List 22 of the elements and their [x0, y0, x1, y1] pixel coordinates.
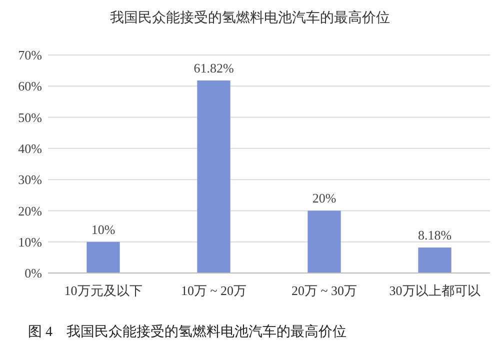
y-tick-label: 30%	[18, 172, 42, 188]
y-tick-label: 60%	[18, 78, 42, 94]
caption: 图 4 我国民众能接受的氢燃料电池汽车的最高价位	[28, 324, 346, 340]
x-tick-label: 30万以上都可以	[389, 283, 480, 298]
data-label: 20%	[312, 190, 336, 206]
x-tick-label: 10万元及以下	[64, 283, 142, 298]
bar	[418, 248, 452, 273]
y-tick-label: 20%	[18, 203, 42, 218]
bar	[86, 242, 120, 273]
chart-title: 我国民众能接受的氢燃料电池汽车的最高价位	[110, 10, 390, 26]
y-tick-label: 70%	[18, 48, 42, 63]
data-label: 10%	[91, 222, 116, 237]
data-label: 61.82%	[194, 60, 234, 76]
data-label: 8.18%	[418, 228, 452, 243]
y-tick-label: 0%	[24, 266, 42, 281]
y-tick-label: 50%	[18, 110, 42, 125]
x-tick-label: 10万 ~ 20万	[180, 283, 247, 298]
bar	[197, 80, 230, 273]
y-tick-label: 40%	[18, 140, 42, 156]
bar	[308, 210, 341, 273]
x-tick-label: 20万 ~ 30万	[291, 283, 358, 298]
y-tick-label: 10%	[18, 234, 42, 250]
